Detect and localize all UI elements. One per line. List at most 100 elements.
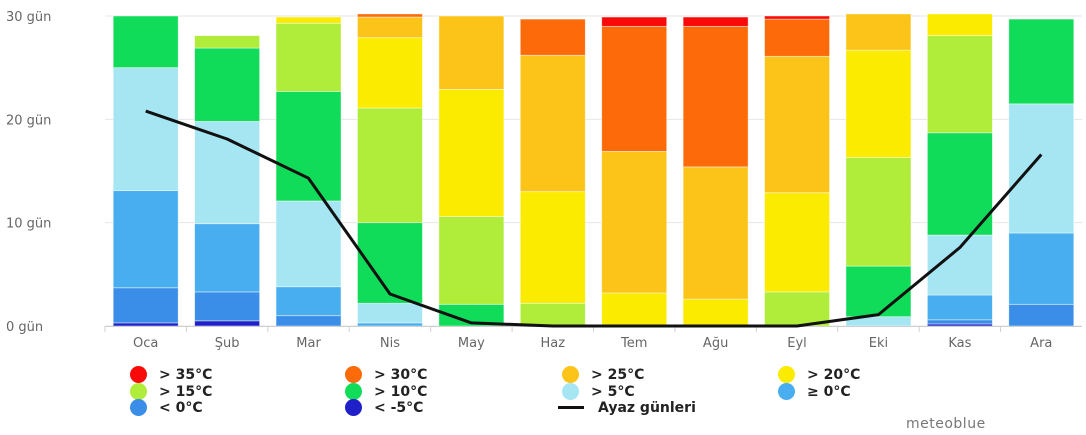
color-dot-icon xyxy=(778,366,795,383)
y-tick-label: 30 gün xyxy=(6,10,51,25)
bar-segment xyxy=(1008,232,1075,305)
legend-label: < 0°C xyxy=(159,399,203,416)
color-dot-icon xyxy=(130,399,147,416)
bar-segment xyxy=(275,22,342,92)
bar-segment xyxy=(438,15,505,90)
x-tick-label: Tem xyxy=(620,336,647,351)
x-tick-label: Ağu xyxy=(703,336,728,351)
frost-days-line xyxy=(145,109,1043,328)
legend-item[interactable]: < -5°C xyxy=(345,399,423,416)
bar-segment xyxy=(357,107,423,224)
legend-item[interactable]: < 0°C xyxy=(130,399,203,416)
bar-segment xyxy=(926,35,993,134)
bar-segment xyxy=(194,47,261,122)
bar-segment xyxy=(438,88,505,217)
bar-segment xyxy=(112,67,179,192)
bar-segment xyxy=(764,55,830,194)
bar-segment xyxy=(1008,303,1075,327)
legend-item[interactable]: ≥ 0°C xyxy=(778,383,851,400)
bar-segment xyxy=(764,192,830,293)
legend-item[interactable]: Ayaz günleri xyxy=(558,399,696,416)
bar-segment xyxy=(601,25,668,152)
legend-item[interactable]: > 35°C xyxy=(130,366,212,383)
x-tick-label: Oca xyxy=(133,336,158,351)
bar-segment xyxy=(926,294,993,321)
bar-segment xyxy=(682,298,749,327)
line-swatch-icon xyxy=(558,406,584,409)
bar-segment xyxy=(519,18,586,56)
bar-segment xyxy=(194,320,261,327)
y-tick-label: 0 gün xyxy=(6,320,43,335)
legend-item[interactable]: > 10°C xyxy=(345,383,427,400)
bar-segment xyxy=(519,302,586,327)
x-tick-label: Mar xyxy=(296,336,321,351)
legend-label: > 35°C xyxy=(159,366,213,383)
x-tick-label: Nis xyxy=(380,336,400,351)
bar-segment xyxy=(601,150,668,294)
legend-label: > 30°C xyxy=(374,366,428,383)
bar-segment xyxy=(275,200,342,288)
brand-label: meteoblue xyxy=(906,416,986,432)
legend-item[interactable]: > 5°C xyxy=(562,383,635,400)
bar-segment xyxy=(357,16,423,39)
x-tick-label: Kas xyxy=(948,336,971,351)
bar-segment xyxy=(275,91,342,202)
bar-segment xyxy=(357,322,423,327)
bar-segment xyxy=(682,16,749,27)
bar-segment xyxy=(275,286,342,317)
color-dot-icon xyxy=(562,366,579,383)
color-dot-icon xyxy=(778,383,795,400)
bar-segment xyxy=(112,322,179,327)
legend-label: > 15°C xyxy=(159,383,213,400)
bar-segment xyxy=(682,25,749,168)
y-axis: 0 gün 10 gün 20 gün 30 gün xyxy=(6,10,51,335)
bar-segment xyxy=(112,15,179,69)
color-dot-icon xyxy=(130,366,147,383)
bar-segment xyxy=(601,16,668,27)
legend-item[interactable]: > 20°C xyxy=(778,366,860,383)
bar-segment xyxy=(194,223,261,293)
bar-segment xyxy=(357,302,423,324)
color-dot-icon xyxy=(345,366,362,383)
bar-segment xyxy=(845,265,912,318)
bar-segment xyxy=(357,37,423,109)
bar-segment xyxy=(764,18,830,57)
legend-item[interactable]: > 15°C xyxy=(130,383,212,400)
bar-segment xyxy=(1008,18,1075,105)
bar-segment xyxy=(764,15,830,20)
bar-segment xyxy=(194,121,261,225)
bar-segment xyxy=(112,287,179,324)
legend-label: > 10°C xyxy=(374,383,428,400)
x-tick-label: Eki xyxy=(869,336,888,351)
legend-item[interactable]: > 30°C xyxy=(345,366,427,383)
x-tick-label: Haz xyxy=(541,336,566,351)
bar-segment xyxy=(194,35,261,49)
bar-segment xyxy=(519,54,586,193)
bar-segment xyxy=(112,190,179,289)
bar-segment xyxy=(438,216,505,305)
legend-label: ≥ 0°C xyxy=(807,383,851,400)
bars xyxy=(112,13,1075,327)
bar-segment xyxy=(519,191,586,304)
bar-segment xyxy=(275,315,342,327)
color-dot-icon xyxy=(345,399,362,416)
bar-segment xyxy=(1008,103,1075,234)
bar-segment xyxy=(682,166,749,300)
bar-segment xyxy=(194,291,261,322)
stacked-bar-chart: 0 gün 10 gün 20 gün 30 gün Oca Şub Mar Nis May H… xyxy=(6,10,1082,351)
color-dot-icon xyxy=(345,383,362,400)
x-tick-label: May xyxy=(458,336,485,351)
color-dot-icon xyxy=(562,383,579,400)
y-tick-label: 10 gün xyxy=(6,217,51,232)
x-tick-label: Şub xyxy=(215,336,240,351)
bar-segment xyxy=(845,49,912,158)
x-axis: Oca Şub Mar Nis May Haz Tem Ağu Eyl Eki Kas Ara xyxy=(104,326,1082,351)
bar-segment xyxy=(275,16,342,24)
bar-segment xyxy=(926,13,993,37)
bar-segment xyxy=(926,319,993,325)
x-tick-label: Eyl xyxy=(787,336,807,351)
legend-label: < -5°C xyxy=(374,399,424,416)
legend-item[interactable]: > 25°C xyxy=(562,366,644,383)
bar-segment xyxy=(764,291,830,327)
legend-label: Ayaz günleri xyxy=(598,399,696,416)
